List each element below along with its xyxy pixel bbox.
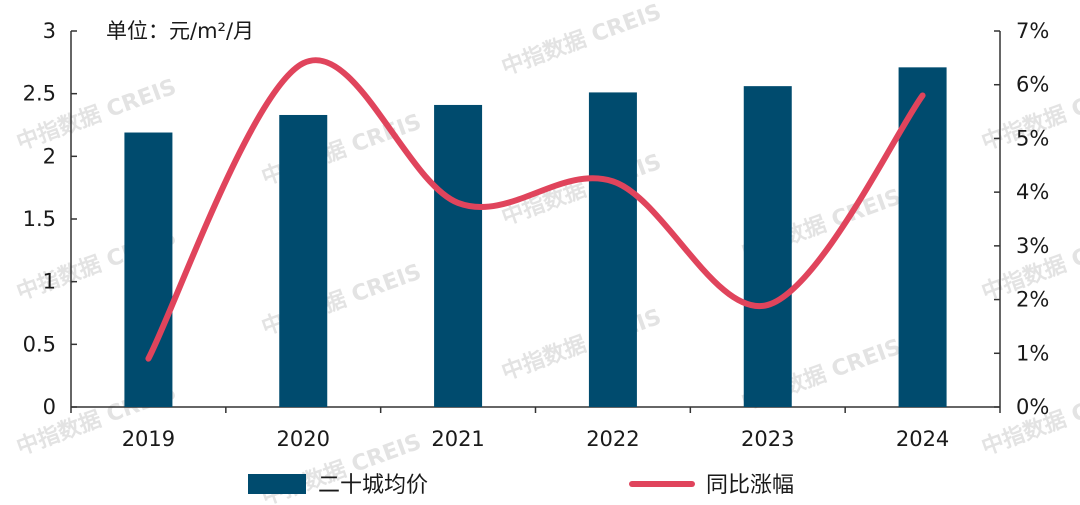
unit-label: 单位：元/m²/月 [106, 19, 254, 43]
line-series [145, 57, 926, 362]
bar-2021 [434, 104, 483, 408]
y-right-tick-label: 1% [1016, 341, 1049, 365]
y-right-tick-label: 3% [1016, 234, 1049, 258]
bar-2019 [124, 132, 173, 407]
y-left-tick-label: 3 [43, 19, 56, 43]
x-tick-label: 2021 [431, 427, 484, 451]
legend-label-bar: 二十城均价 [318, 473, 428, 498]
y-right-tick-label: 7% [1016, 19, 1049, 43]
y-right-tick-label: 5% [1016, 126, 1049, 150]
x-tick-label: 2019 [122, 427, 175, 451]
y-left-tick-label: 2.5 [23, 82, 56, 106]
legend-swatch-bar [248, 474, 306, 494]
x-tick-label: 2023 [741, 427, 794, 451]
y-right-tick-label: 6% [1016, 73, 1049, 97]
y-right-tick-label: 2% [1016, 288, 1049, 312]
axes [70, 30, 1001, 413]
y-left-tick-label: 0 [43, 395, 56, 419]
line-yoy-growth [145, 57, 926, 362]
legend-label-line: 同比涨幅 [706, 473, 794, 498]
bar-2022 [588, 92, 637, 407]
y-right-tick-label: 4% [1016, 180, 1049, 204]
y-left-tick-label: 1 [43, 270, 56, 294]
x-tick-label: 2024 [896, 427, 949, 451]
tick-labels: 0 0.5 1 1.5 2 2.5 3 0% 1% 2% 3% 4% 5% 6% 7% 2019 2020 202… [23, 19, 1050, 451]
bar-2023 [743, 86, 792, 407]
watermark-text: 中指数据 CREIS [498, 149, 665, 231]
y-right-tick-label: 0% [1016, 395, 1049, 419]
y-left-tick-label: 2 [43, 144, 56, 168]
x-tick-label: 2022 [586, 427, 639, 451]
bar-series [124, 67, 947, 408]
watermark-text: 中指数据 CREIS [498, 304, 665, 386]
y-left-tick-label: 0.5 [23, 332, 56, 356]
y-left-tick-label: 1.5 [23, 207, 56, 231]
watermark-text: 中指数据 CREIS [498, 0, 665, 81]
legend: 二十城均价 同比涨幅 [248, 473, 794, 498]
watermark-text: 中指数据 CREIS [978, 379, 1080, 461]
x-tick-label: 2020 [277, 427, 330, 451]
bar-2020 [279, 114, 328, 408]
